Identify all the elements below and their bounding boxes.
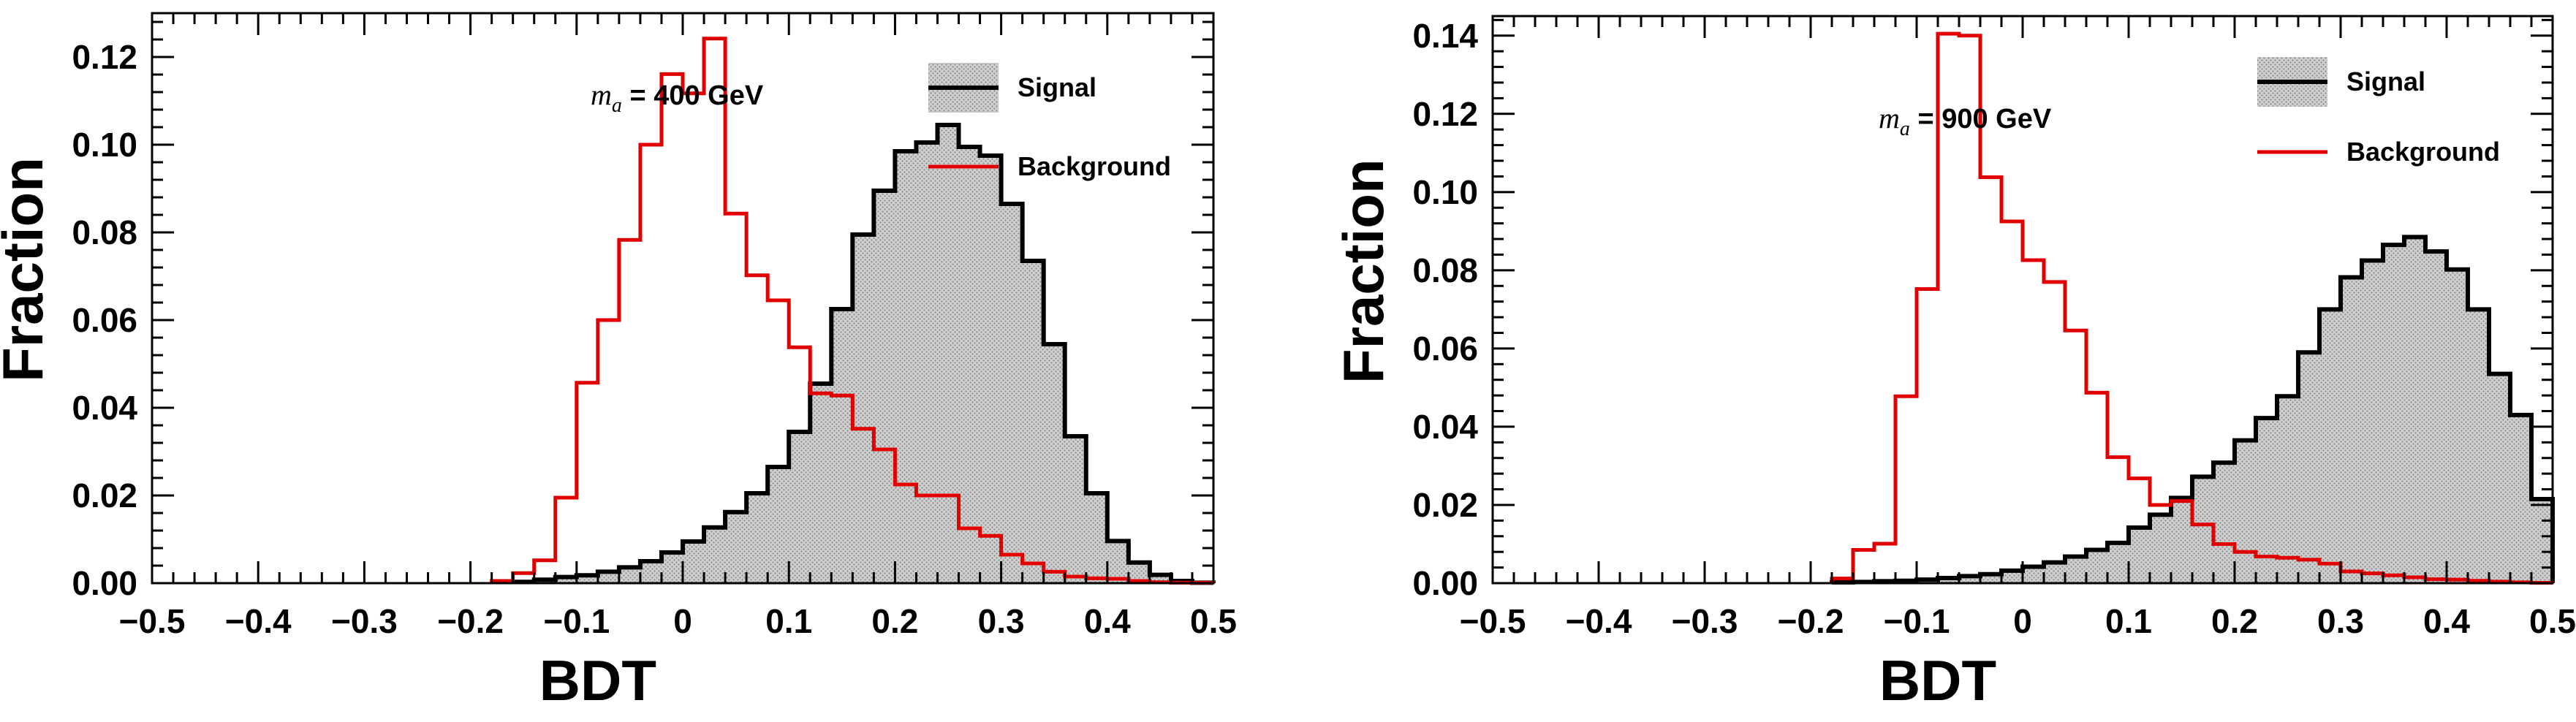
- y-tick-label: 0.12: [72, 38, 137, 76]
- y-tick-label: 0.02: [72, 476, 137, 514]
- y-tick-label: 0.00: [1412, 564, 1478, 602]
- y-tick-label: 0.08: [72, 213, 137, 251]
- y-axis-title: Fraction: [0, 157, 55, 382]
- x-tick-label: −0.1: [1884, 602, 1950, 640]
- x-tick-label: −0.5: [1460, 602, 1526, 640]
- mass-value: = 400 GeV: [622, 80, 764, 111]
- mass-value: = 900 GeV: [1910, 104, 2052, 134]
- x-tick-label: 0: [673, 602, 692, 640]
- y-tick-label: 0.10: [72, 126, 137, 164]
- x-tick-label: 0.3: [2317, 602, 2364, 640]
- chart-panel-left: −0.5 −0.4 −0.3 −0.2 −0.1 0 0.1 0.2 0.3 0.4 0.5 0.00…: [0, 12, 1237, 712]
- x-axis-title: BDT: [1879, 648, 1996, 712]
- legend-background-label: Background: [1018, 151, 1171, 181]
- x-tick-label: −0.3: [1672, 602, 1738, 640]
- x-tick-label: 0.4: [1084, 602, 1131, 640]
- x-tick-label: 0.2: [2211, 602, 2258, 640]
- x-axis-title: BDT: [539, 648, 656, 712]
- mass-symbol: m: [591, 78, 612, 111]
- y-tick-label: 0.04: [1412, 408, 1478, 446]
- x-tick-label: 0.2: [871, 602, 918, 640]
- x-tick-label: 0: [2013, 602, 2032, 640]
- signal-histogram-fill: [1832, 237, 2553, 583]
- x-tick-label: −0.1: [543, 602, 610, 640]
- y-tick-label: 0.08: [1412, 251, 1478, 289]
- y-tick-label: 0.04: [72, 389, 137, 427]
- y-tick-label: 0.00: [72, 564, 137, 602]
- legend-background-label: Background: [2346, 137, 2500, 167]
- x-tick-label: −0.2: [437, 602, 504, 640]
- x-tick-label: −0.4: [1566, 602, 1632, 640]
- mass-annotation: ma = 400 GeV: [591, 78, 764, 117]
- x-tick-label: 0.4: [2423, 602, 2470, 640]
- y-tick-label: 0.06: [72, 301, 137, 339]
- y-tick-label: 0.12: [1412, 95, 1478, 133]
- signal-histogram-outline: [510, 123, 1216, 585]
- signal-histogram-outline: [1830, 235, 2555, 585]
- x-tick-label: 0.3: [978, 602, 1025, 640]
- x-tick-label: 0.5: [2529, 602, 2576, 640]
- signal-histogram-fill: [512, 125, 1213, 583]
- chart-panel-right: −0.5 −0.4 −0.3 −0.2 −0.1 0 0.1 0.2 0.3 0.4 0.5 0.00…: [1331, 15, 2576, 712]
- legend-signal-label: Signal: [1018, 72, 1096, 102]
- y-tick-label: 0.06: [1412, 330, 1478, 368]
- mass-annotation: ma = 900 GeV: [1879, 102, 2052, 140]
- y-tick-label: 0.14: [1412, 17, 1478, 55]
- x-tick-label: 0.1: [2105, 602, 2152, 640]
- x-tick-label: −0.2: [1778, 602, 1844, 640]
- x-tick-label: −0.5: [119, 602, 186, 640]
- mass-subscript: a: [1900, 118, 1910, 140]
- background-histogram-line: [1830, 31, 2555, 585]
- y-tick-label: 0.02: [1412, 486, 1478, 524]
- legend-signal-label: Signal: [2346, 66, 2425, 96]
- x-tick-label: 0.5: [1190, 602, 1237, 640]
- y-axis-title: Fraction: [1331, 159, 1395, 384]
- x-tick-label: −0.4: [225, 602, 292, 640]
- x-tick-label: −0.3: [331, 602, 398, 640]
- mass-subscript: a: [612, 94, 622, 117]
- x-tick-label: 0.1: [765, 602, 812, 640]
- mass-symbol: m: [1879, 102, 1900, 134]
- y-tick-label: 0.10: [1412, 173, 1478, 211]
